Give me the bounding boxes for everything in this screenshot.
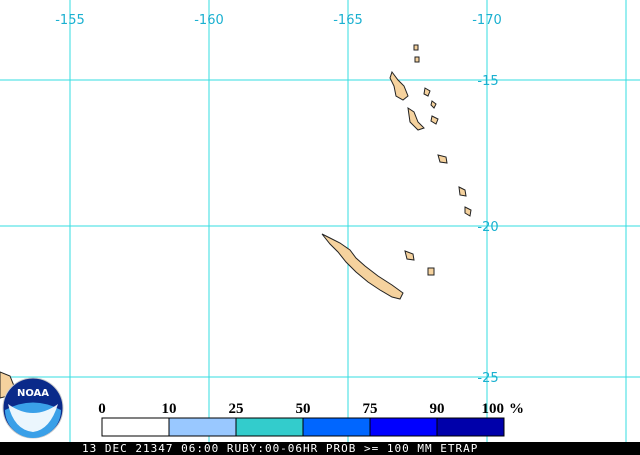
legend-label: 75 xyxy=(363,401,378,417)
logo-gull xyxy=(8,404,58,432)
legend-swatch xyxy=(436,417,505,437)
caption: 13 DEC 21347 06:00 RUBY:00-06HR PROB >= … xyxy=(82,442,478,455)
island xyxy=(413,44,419,51)
island xyxy=(414,56,420,63)
legend-label: 0 xyxy=(98,401,106,417)
legend-swatch xyxy=(302,417,371,437)
island xyxy=(423,87,431,97)
legend-unit: % xyxy=(509,401,524,417)
legend-swatch xyxy=(168,417,237,437)
legend-swatch xyxy=(101,417,170,437)
legend-swatch xyxy=(369,417,438,437)
latitude-label: -25 xyxy=(477,371,498,386)
land xyxy=(0,44,472,399)
legend-label: 25 xyxy=(229,401,244,417)
island xyxy=(430,100,437,109)
longitude-label: -170 xyxy=(472,13,502,28)
legend-swatch xyxy=(235,417,304,437)
island xyxy=(427,267,435,276)
legend-label: 100 xyxy=(482,401,505,417)
island xyxy=(430,115,439,125)
legend-label: 10 xyxy=(162,401,177,417)
latitude-label: -20 xyxy=(477,220,498,235)
latitude-label: -15 xyxy=(477,74,498,89)
island xyxy=(407,106,425,131)
logo-text: NOAA xyxy=(17,388,49,399)
longitude-label: -165 xyxy=(333,13,363,28)
caption-bar xyxy=(0,442,640,455)
island xyxy=(321,233,404,300)
legend: 0 10 25 50 75 90 100% xyxy=(98,401,524,437)
island xyxy=(389,70,409,101)
logo: NOAA xyxy=(2,377,64,439)
island xyxy=(464,206,472,217)
island xyxy=(437,154,448,164)
island xyxy=(404,250,415,261)
graticule xyxy=(0,0,640,442)
longitude-label: -155 xyxy=(55,13,85,28)
island xyxy=(458,186,467,197)
legend-label: 90 xyxy=(430,401,445,417)
longitude-label: -160 xyxy=(194,13,224,28)
legend-label: 50 xyxy=(296,401,311,417)
